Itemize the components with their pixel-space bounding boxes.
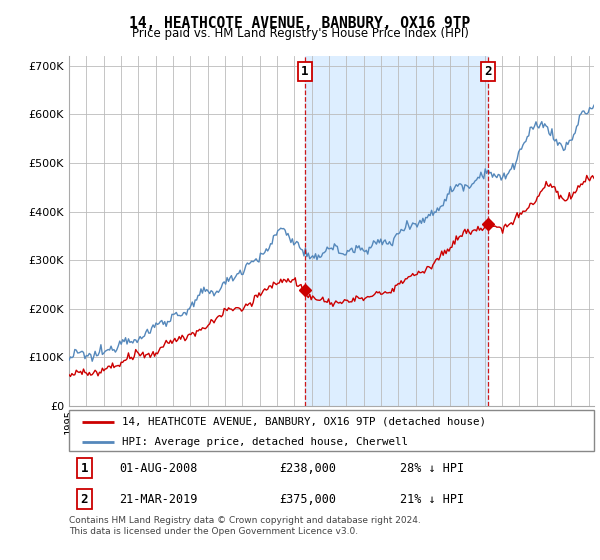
Text: 1: 1	[80, 462, 88, 475]
Text: 14, HEATHCOTE AVENUE, BANBURY, OX16 9TP: 14, HEATHCOTE AVENUE, BANBURY, OX16 9TP	[130, 16, 470, 31]
Bar	[305, 56, 488, 406]
Text: Price paid vs. HM Land Registry's House Price Index (HPI): Price paid vs. HM Land Registry's House …	[131, 27, 469, 40]
Text: 1: 1	[301, 65, 308, 78]
Text: 21-MAR-2019: 21-MAR-2019	[119, 493, 197, 506]
Text: 2: 2	[485, 65, 492, 78]
Text: £238,000: £238,000	[279, 462, 336, 475]
FancyBboxPatch shape	[69, 410, 594, 451]
Text: 01-AUG-2008: 01-AUG-2008	[119, 462, 197, 475]
Text: Contains HM Land Registry data © Crown copyright and database right 2024.
This d: Contains HM Land Registry data © Crown c…	[69, 516, 421, 536]
Text: 21% ↓ HPI: 21% ↓ HPI	[400, 493, 464, 506]
Text: £375,000: £375,000	[279, 493, 336, 506]
Text: HPI: Average price, detached house, Cherwell: HPI: Average price, detached house, Cher…	[121, 437, 407, 446]
Text: 28% ↓ HPI: 28% ↓ HPI	[400, 462, 464, 475]
Text: 2: 2	[80, 493, 88, 506]
Text: 14, HEATHCOTE AVENUE, BANBURY, OX16 9TP (detached house): 14, HEATHCOTE AVENUE, BANBURY, OX16 9TP …	[121, 417, 485, 427]
